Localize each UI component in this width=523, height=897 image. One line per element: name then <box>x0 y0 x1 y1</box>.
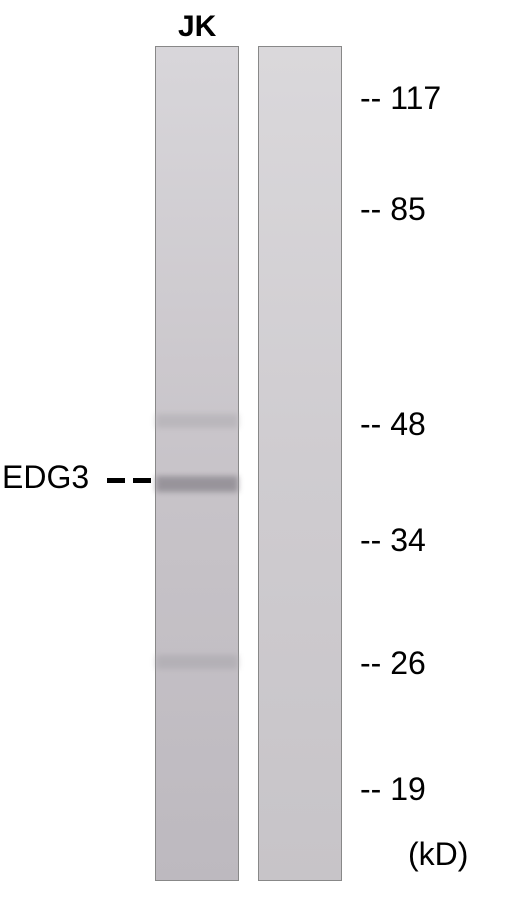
unit-label: (kD) <box>408 836 468 873</box>
target-label-edg3: EDG3 <box>2 459 89 496</box>
blot-band <box>156 476 238 492</box>
lane-label-jk: JK <box>178 10 216 44</box>
lane-jk <box>155 46 239 881</box>
marker-label: -- 34 <box>360 522 426 559</box>
target-tick-2 <box>133 478 151 483</box>
blot-band <box>156 655 238 669</box>
marker-label: -- 117 <box>360 80 441 117</box>
marker-label: -- 19 <box>360 771 426 808</box>
marker-label: -- 85 <box>360 191 426 228</box>
marker-label: -- 48 <box>360 406 426 443</box>
lane-blank <box>258 46 342 881</box>
blot-container: JK -- 117-- 85-- 48-- 34-- 26-- 19 (kD) … <box>0 0 523 897</box>
blot-band <box>156 414 238 428</box>
marker-label: -- 26 <box>360 645 426 682</box>
target-tick-1 <box>107 478 125 483</box>
